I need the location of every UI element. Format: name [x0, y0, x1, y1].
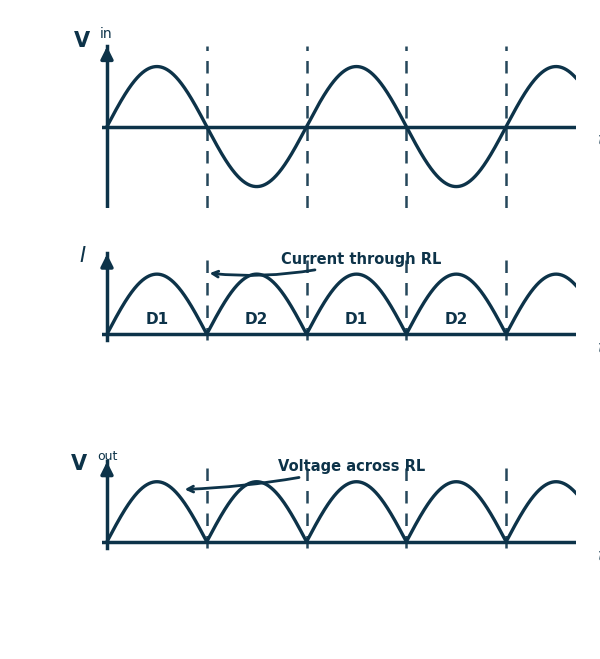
Text: out: out: [97, 450, 118, 463]
Text: V: V: [71, 453, 87, 474]
Text: V: V: [74, 32, 90, 51]
Text: Current through RL: Current through RL: [212, 252, 442, 277]
Text: D1: D1: [345, 312, 368, 327]
Text: t: t: [598, 546, 600, 565]
Text: I: I: [79, 246, 85, 266]
Text: in: in: [100, 26, 113, 41]
Text: D2: D2: [445, 312, 468, 327]
Text: D2: D2: [245, 312, 268, 327]
Text: t: t: [598, 131, 600, 150]
Text: t: t: [598, 339, 600, 357]
Text: D1: D1: [145, 312, 169, 327]
Text: Voltage across RL: Voltage across RL: [188, 459, 425, 492]
